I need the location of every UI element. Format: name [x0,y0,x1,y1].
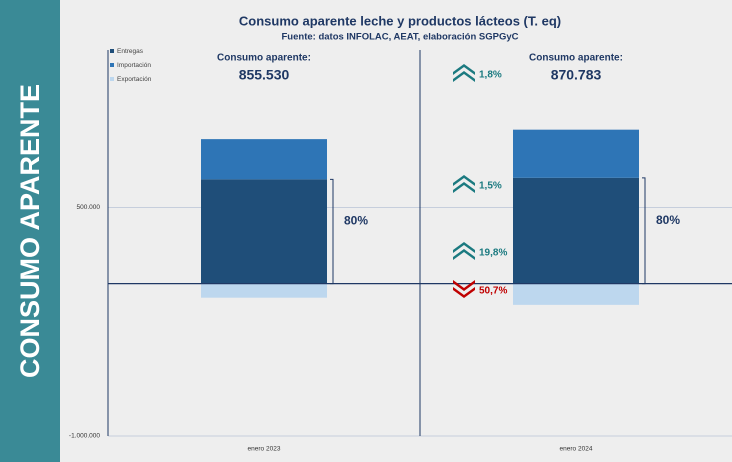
side-banner [0,0,60,462]
y-tick-label: -1.000.000 [69,433,100,440]
legend-swatch [110,49,114,53]
arrow-up [453,242,475,253]
arrow-down [453,287,475,298]
total-label: Consumo aparente: [217,53,311,64]
legend-label: Exportación [117,76,152,83]
chart-title: Consumo aparente leche y productos lácte… [239,13,561,28]
bar-segment [513,129,639,178]
legend-swatch [110,77,114,81]
bar-segment [513,283,639,305]
legend-label: Importación [117,62,151,69]
arrow-up [453,175,475,186]
arrow-down [453,280,475,291]
change-label: 1,5% [479,181,502,192]
side-title: CONSUMO APARENTE [15,84,45,378]
arrow-up [453,249,475,260]
arrow-up [453,71,475,82]
bar-segment [201,139,327,180]
x-tick-label: enero 2023 [248,446,281,453]
legend-swatch [110,63,114,67]
total-label: Consumo aparente: [529,53,623,64]
bar-segment [201,179,327,284]
chart-subtitle: Fuente: datos INFOLAC, AEAT, elaboración… [282,32,519,43]
share-label: 80% [656,213,680,227]
legend-label: Entregas [117,48,144,55]
arrow-up [453,182,475,193]
total-value: 870.783 [551,67,602,83]
change-label: 19,8% [479,248,507,259]
change-label: 1,8% [479,70,502,81]
y-tick-label: 500.000 [77,204,101,211]
x-tick-label: enero 2024 [560,446,593,453]
share-label: 80% [344,214,368,228]
bar-segment [513,177,639,284]
change-label: 50,7% [479,286,507,297]
arrow-up [453,64,475,75]
total-value: 855.530 [239,67,290,83]
bar-segment [201,283,327,298]
